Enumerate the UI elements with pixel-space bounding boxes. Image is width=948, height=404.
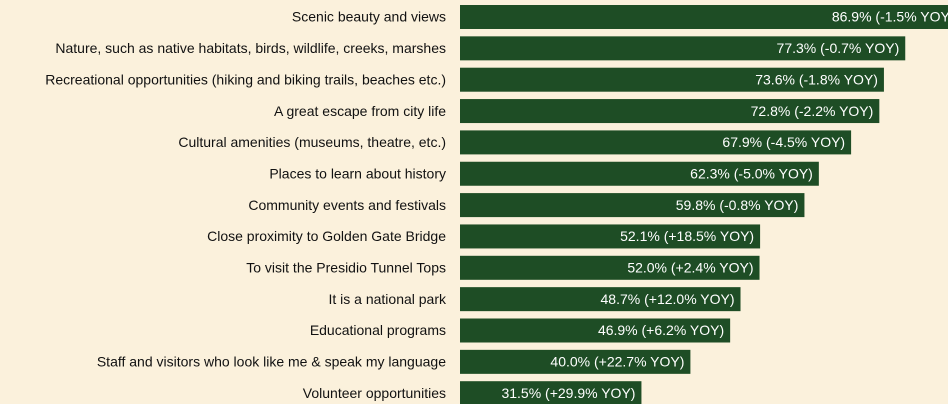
category-label: Educational programs <box>310 322 446 338</box>
bar <box>460 255 760 280</box>
bar <box>460 36 906 61</box>
value-label: 77.3% (-0.7% YOY) <box>777 40 900 56</box>
value-label: 46.9% (+6.2% YOY) <box>598 322 724 338</box>
value-label: 59.8% (-0.8% YOY) <box>676 197 799 213</box>
bar <box>460 193 805 218</box>
category-label: Scenic beauty and views <box>292 9 446 25</box>
category-label: Community events and festivals <box>248 197 446 213</box>
category-label: Staff and visitors who look like me & sp… <box>97 354 446 370</box>
value-label: 48.7% (+12.0% YOY) <box>601 291 735 307</box>
value-label: 86.9% (-1.5% YOY) <box>832 9 948 25</box>
bar <box>460 67 884 92</box>
value-label: 52.0% (+2.4% YOY) <box>627 260 753 276</box>
bar <box>460 381 642 404</box>
category-label: Nature, such as native habitats, birds, … <box>55 40 446 56</box>
value-label: 67.9% (-4.5% YOY) <box>722 134 845 150</box>
bar <box>460 318 731 343</box>
category-label: It is a national park <box>328 291 447 307</box>
category-label: Places to learn about history <box>269 165 446 181</box>
category-label: Close proximity to Golden Gate Bridge <box>207 228 446 244</box>
value-label: 40.0% (+22.7% YOY) <box>550 354 684 370</box>
value-label: 72.8% (-2.2% YOY) <box>751 103 874 119</box>
category-label: A great escape from city life <box>274 103 446 119</box>
bar <box>460 130 852 155</box>
value-label: 31.5% (+29.9% YOY) <box>501 385 635 401</box>
value-label: 73.6% (-1.8% YOY) <box>755 71 878 87</box>
category-label: Recreational opportunities (hiking and b… <box>45 71 446 87</box>
bar <box>460 224 761 249</box>
bar <box>460 99 880 124</box>
bar <box>460 349 691 374</box>
value-label: 62.3% (-5.0% YOY) <box>690 165 813 181</box>
bar <box>460 161 819 186</box>
category-label: To visit the Presidio Tunnel Tops <box>246 260 446 276</box>
bar <box>460 5 948 29</box>
category-label: Cultural amenities (museums, theatre, et… <box>178 134 446 150</box>
bar <box>460 287 741 312</box>
value-label: 52.1% (+18.5% YOY) <box>620 228 754 244</box>
category-label: Volunteer opportunities <box>303 385 446 401</box>
